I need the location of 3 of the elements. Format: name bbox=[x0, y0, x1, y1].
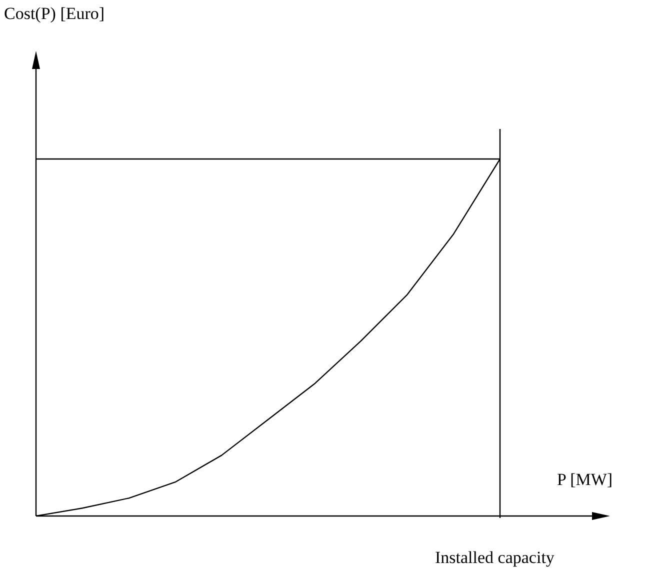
text: Installed capacity bbox=[435, 548, 554, 568]
text: Cost(P) [Euro] bbox=[4, 4, 105, 24]
x-axis-title: P [MW] bbox=[557, 470, 613, 490]
